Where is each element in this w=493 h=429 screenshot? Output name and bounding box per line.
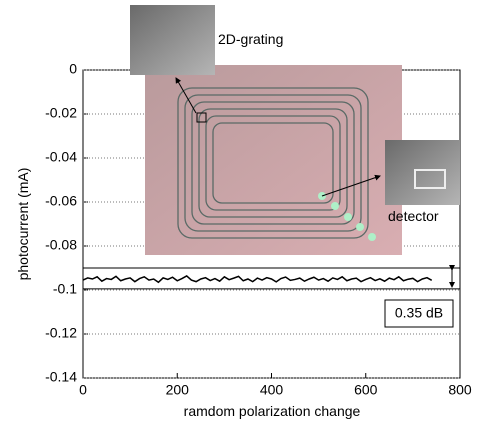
x-tick-label: 400 [260,382,284,398]
y-tick-label: -0.1 [53,281,77,297]
x-axis-label: ramdom polarization change [184,403,361,419]
annotation-box [384,299,454,328]
x-tick-label: 200 [166,382,190,398]
x-tick-label: 600 [354,382,378,398]
y-tick-label: 0 [69,61,77,77]
y-tick-label: -0.06 [45,193,77,209]
annotation: detector [388,208,439,224]
y-tick-label: -0.04 [45,149,77,165]
data-line [82,275,433,284]
annotation: 0.35 dB [395,305,443,321]
y-tick-label: -0.08 [45,237,77,253]
x-tick-label: 0 [79,382,87,398]
y-tick-label: -0.02 [45,105,77,121]
y-tick-label: -0.14 [45,369,77,385]
y-axis-label: photocurrent (mA) [15,168,31,281]
annotation: 2D-grating [218,31,283,47]
y-tick-label: -0.12 [45,325,77,341]
x-tick-label: 800 [448,382,472,398]
inset-photo [130,5,460,255]
